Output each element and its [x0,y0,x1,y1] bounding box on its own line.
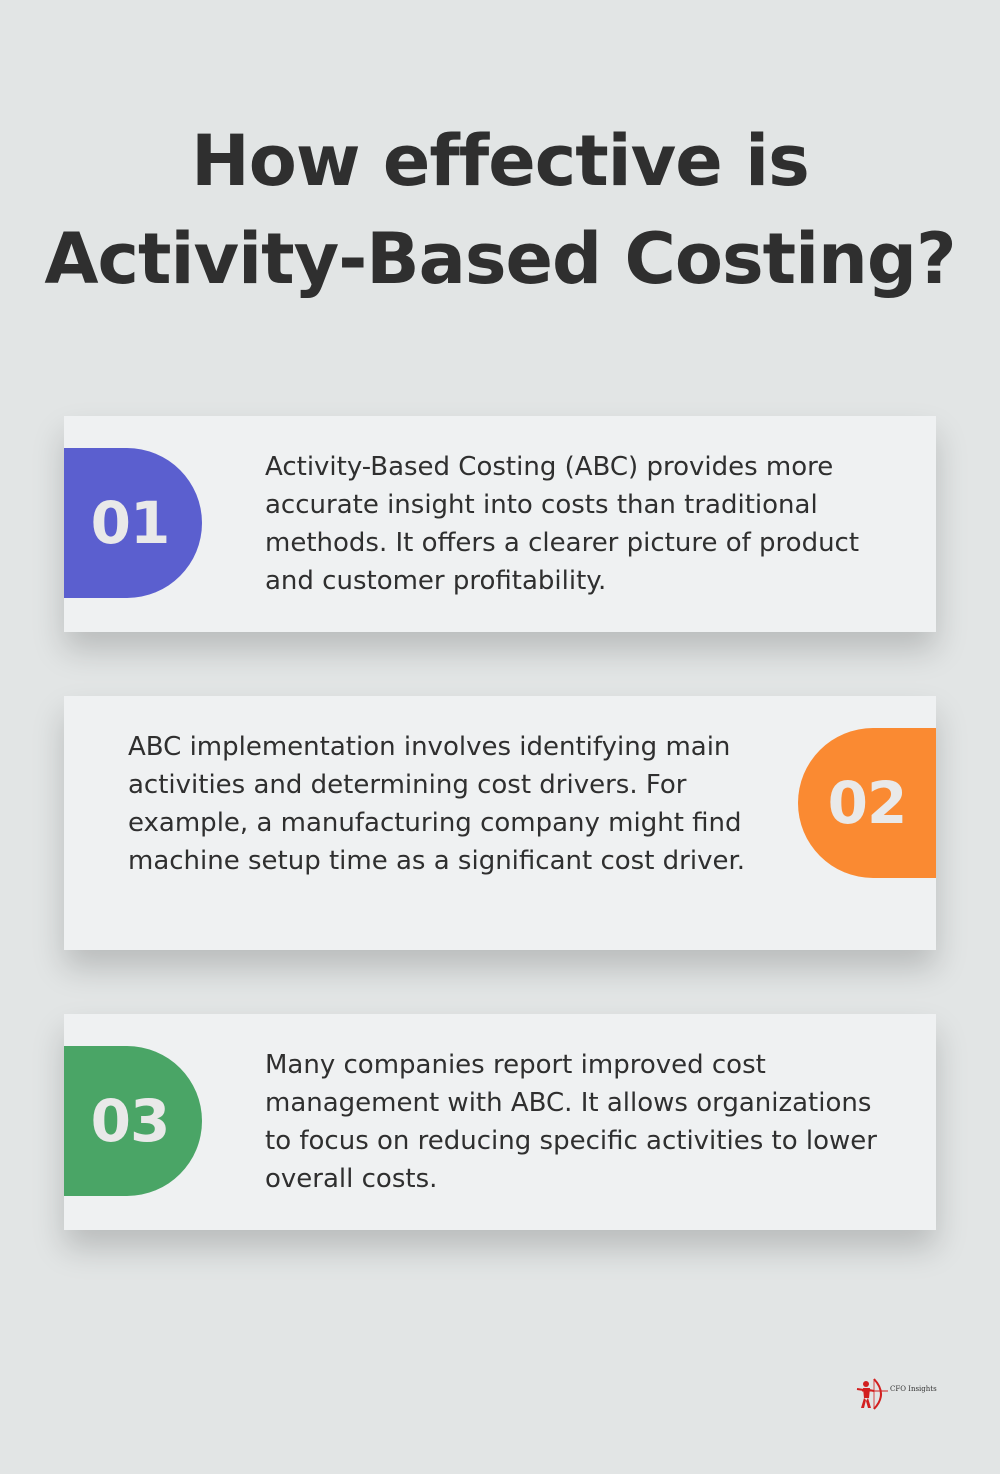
archer-icon [856,1378,888,1410]
title-line-1: How effective is [191,120,810,202]
info-card-1: 01 Activity-Based Costing (ABC) provides… [64,416,936,632]
number-badge-1: 01 [64,448,202,598]
card-text-2: ABC implementation involves identifying … [128,732,746,876]
page-title: How effective is Activity-Based Costing? [0,112,1000,308]
card-text-3: Many companies report improved cost mana… [265,1050,877,1194]
number-badge-3: 03 [64,1046,202,1196]
brand-logo: CFO Insights [854,1376,944,1412]
info-card-2: ABC implementation involves identifying … [64,696,936,950]
title-line-2: Activity-Based Costing? [44,218,956,300]
logo-text: CFO Insights [890,1385,937,1393]
number-badge-2: 02 [798,728,936,878]
info-card-3: 03 Many companies report improved cost m… [64,1014,936,1230]
card-text-1: Activity-Based Costing (ABC) provides mo… [265,452,860,596]
